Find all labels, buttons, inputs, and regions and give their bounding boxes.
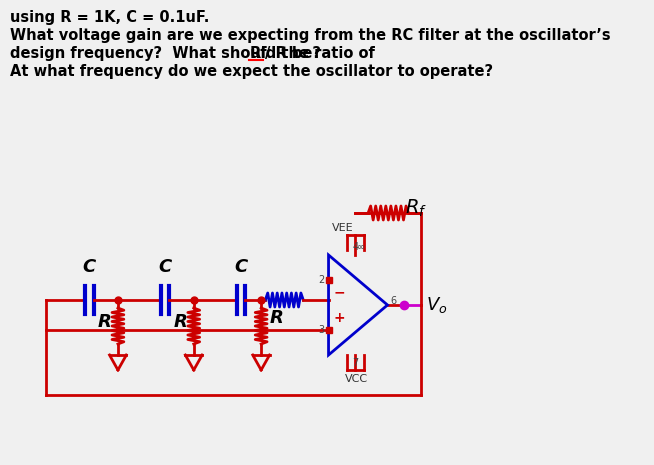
Text: −: − <box>334 285 345 299</box>
Text: ∞: ∞ <box>357 242 366 252</box>
Text: R: R <box>97 313 111 331</box>
Text: VCC: VCC <box>345 374 368 384</box>
Text: At what frequency do we expect the oscillator to operate?: At what frequency do we expect the oscil… <box>10 64 493 79</box>
Text: C: C <box>82 258 96 276</box>
Text: 7: 7 <box>352 358 358 368</box>
Text: 4: 4 <box>352 242 358 252</box>
Text: design frequency?  What should the ratio of: design frequency? What should the ratio … <box>10 46 380 61</box>
Text: $V_o$: $V_o$ <box>426 295 448 315</box>
Text: C: C <box>158 258 172 276</box>
Text: using R = 1K, C = 0.1uF.: using R = 1K, C = 0.1uF. <box>10 10 209 25</box>
Text: 2: 2 <box>318 275 324 285</box>
Text: C: C <box>234 258 248 276</box>
Text: +: + <box>334 311 345 325</box>
Text: R: R <box>269 309 283 327</box>
Text: 3: 3 <box>318 325 324 335</box>
Text: What voltage gain are we expecting from the RC filter at the oscillator’s: What voltage gain are we expecting from … <box>10 28 611 43</box>
Text: VEE: VEE <box>332 223 354 233</box>
Text: 6: 6 <box>390 296 396 306</box>
Text: / R be?: / R be? <box>264 46 320 61</box>
Text: Rf: Rf <box>249 46 267 61</box>
Text: $R_f$: $R_f$ <box>405 197 427 219</box>
Text: R: R <box>173 313 187 331</box>
